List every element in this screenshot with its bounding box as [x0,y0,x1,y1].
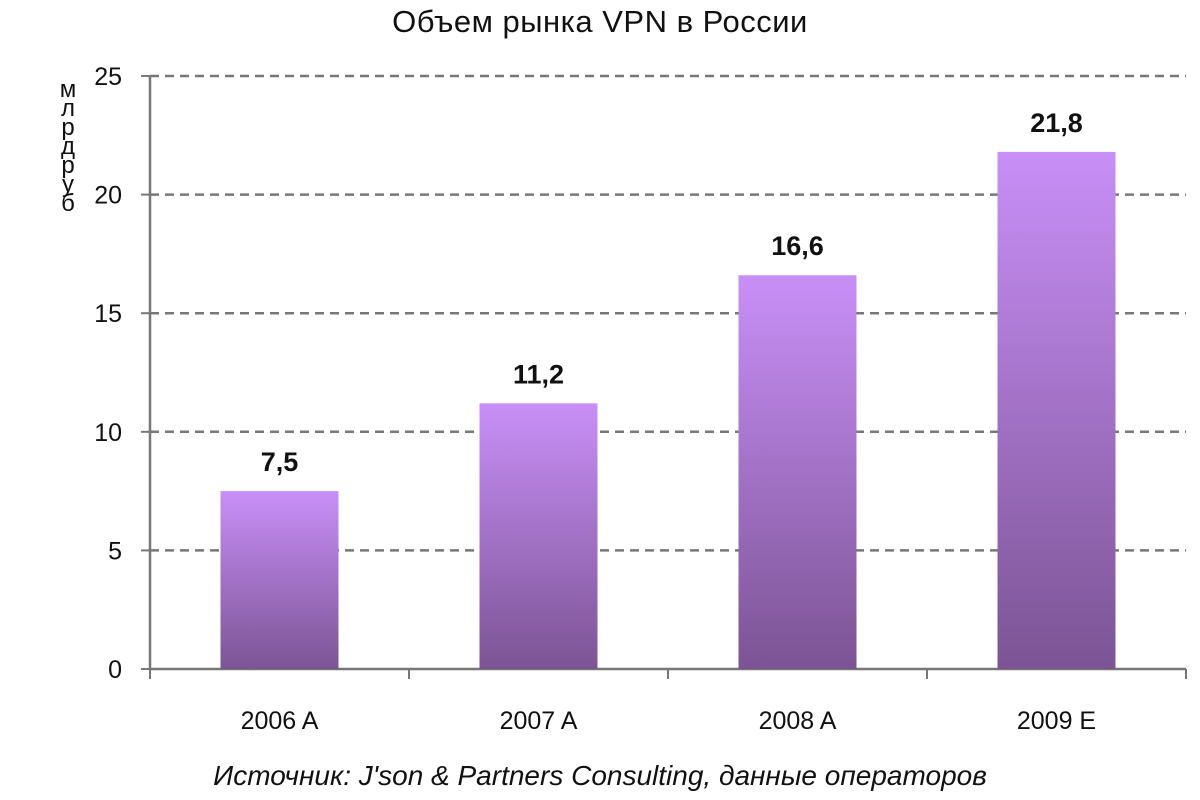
y-tick-label: 5 [108,537,122,565]
y-tick-label: 25 [94,63,122,91]
data-label: 7,5 [261,447,299,477]
x-tick-label: 2009 E [1017,707,1096,735]
y-axis-label: млрд руб [59,76,77,217]
x-tick-label: 2008 A [759,707,837,735]
chart-title: Объем рынка VPN в России [392,4,808,39]
data-label: 21,8 [1030,108,1083,138]
y-tick-label: 15 [94,300,122,328]
x-tick-label: 2007 A [500,707,578,735]
y-tick-label: 20 [94,182,122,210]
data-label: 16,6 [771,231,824,261]
data-label: 11,2 [513,359,564,389]
source-note: Источник: J'son & Partners Consulting, д… [213,760,987,791]
bar [220,491,339,669]
bar [738,275,857,669]
bar [997,151,1116,670]
y-tick-label: 10 [94,419,122,447]
bar [479,403,598,669]
x-tick-label: 2006 A [241,707,319,735]
y-tick-label: 0 [108,656,122,684]
